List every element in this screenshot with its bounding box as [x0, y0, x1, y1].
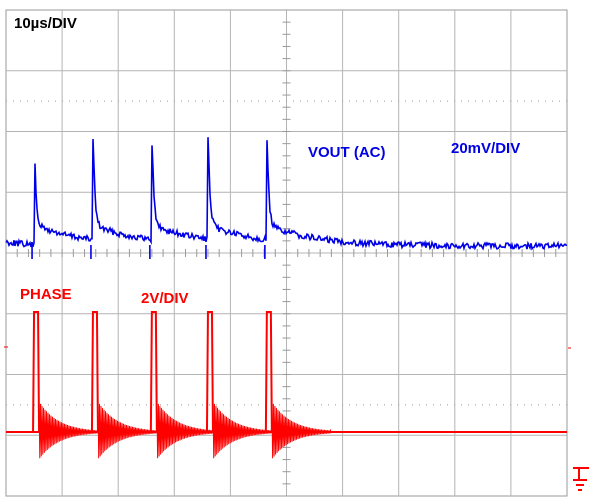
phase-scale-label: 2V/DIV	[141, 290, 189, 307]
phase-pulse	[90, 311, 99, 433]
phase-pulse	[149, 311, 158, 433]
vout-scale-label: 20mV/DIV	[451, 140, 520, 157]
vout-trace	[5, 137, 568, 252]
phase-ringing	[271, 401, 332, 459]
traces	[4, 137, 571, 459]
phase-pulse	[32, 311, 41, 433]
ground-icon	[573, 467, 589, 491]
phase-series-label: PHASE	[20, 286, 72, 303]
labels: 10µs/DIV VOUT (AC) 20mV/DIV PHASE 2V/DIV	[14, 15, 520, 307]
phase-ringing	[97, 401, 158, 459]
phase-pulse	[205, 311, 214, 433]
phase-ringing	[38, 401, 99, 459]
phase-ringing	[212, 401, 273, 459]
timebase-label: 10µs/DIV	[14, 15, 77, 32]
vout-series-label: VOUT (AC)	[308, 144, 386, 161]
phase-pulse	[264, 311, 273, 433]
